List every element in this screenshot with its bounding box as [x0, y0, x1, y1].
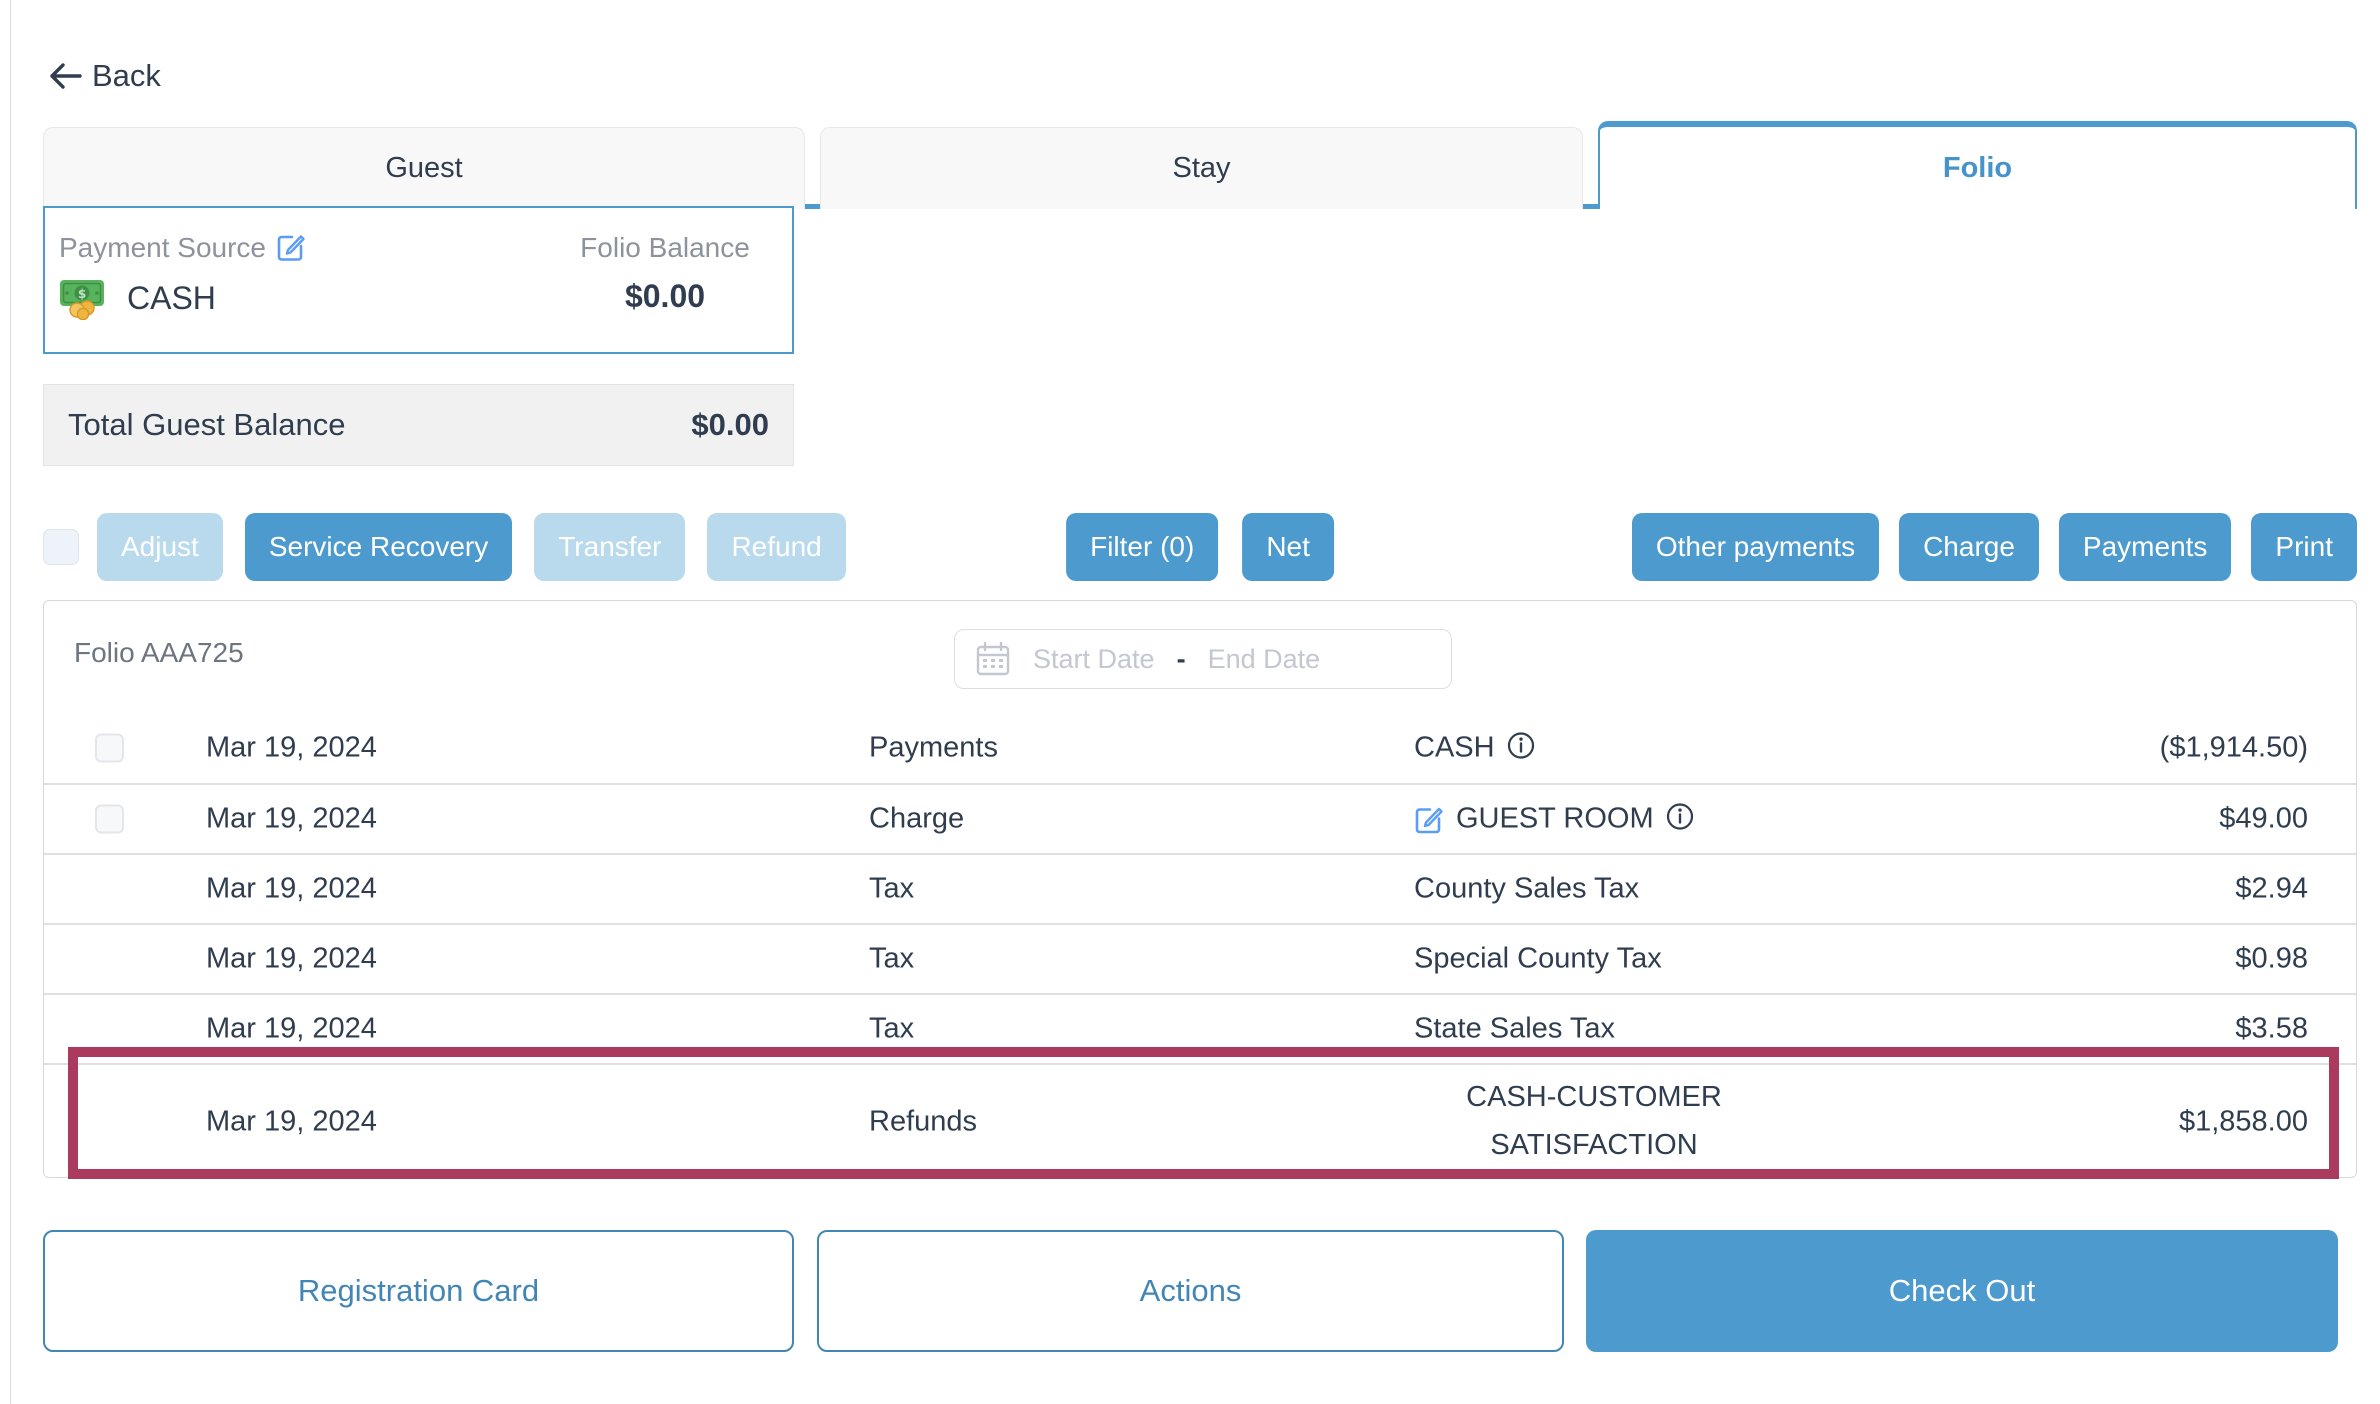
select-all-checkbox[interactable] [43, 529, 79, 565]
row-checkbox[interactable] [95, 804, 124, 834]
transaction-date: Mar 19, 2024 [206, 942, 377, 975]
edit-icon[interactable] [1414, 804, 1444, 834]
transaction-type: Tax [869, 942, 915, 975]
total-guest-balance-label: Total Guest Balance [68, 407, 346, 442]
total-guest-balance-value: $0.00 [691, 407, 769, 442]
payment-source-value: CASH [127, 279, 216, 316]
service-recovery-button[interactable]: Service Recovery [244, 513, 513, 581]
cash-icon: $ [60, 280, 104, 320]
other-payments-button[interactable]: Other payments [1631, 513, 1880, 581]
net-button[interactable]: Net [1242, 513, 1334, 581]
payment-source-card: Payment Source $ CASH Folio Balance $0.0… [43, 206, 794, 354]
transaction-amount: ($1,914.50) [2159, 731, 2308, 764]
transaction-description-text: CASH [1414, 731, 1495, 764]
transaction-date: Mar 19, 2024 [206, 731, 377, 764]
date-range-picker[interactable]: Start Date - End Date [954, 629, 1452, 689]
back-label: Back [92, 58, 161, 93]
folio-balance: Folio Balance $0.00 [535, 232, 795, 315]
transaction-description-text: GUEST ROOM [1456, 802, 1654, 835]
transaction-date: Mar 19, 2024 [206, 802, 377, 835]
transaction-description-text: County Sales Tax [1414, 872, 1640, 905]
charge-button[interactable]: Charge [1899, 513, 2039, 581]
payment-source-label: Payment Source [59, 232, 266, 263]
transaction-amount: $3.58 [2235, 1012, 2308, 1045]
transaction-amount: $1,858.00 [2178, 1105, 2308, 1138]
date-range-separator: - [1176, 643, 1186, 674]
back-button[interactable]: Back [48, 58, 161, 94]
table-row: Mar 19, 2024 Tax County Sales Tax $2.94 [44, 853, 2356, 923]
check-out-label: Check Out [1888, 1273, 2036, 1308]
adjust-button[interactable]: Adjust [97, 513, 223, 581]
transaction-date: Mar 19, 2024 [206, 1012, 377, 1045]
info-icon[interactable] [1666, 802, 1694, 830]
table-row: Mar 19, 2024 Refunds CASH-CUSTOMER SATIS… [44, 1063, 2356, 1179]
transaction-type: Payments [869, 731, 998, 764]
end-date-input[interactable]: End Date [1207, 643, 1321, 674]
page-left-border [10, 0, 11, 1404]
transaction-type: Tax [869, 1012, 915, 1045]
tab-guest-label: Guest [385, 152, 463, 184]
actions-button[interactable]: Actions [817, 1230, 1564, 1352]
filter-0--button[interactable]: Filter (0) [1066, 513, 1219, 581]
table-row: Mar 19, 2024 Payments CASH ($1,914.50) [44, 713, 2356, 783]
transaction-description: Special County Tax [1414, 943, 1894, 976]
transaction-description-text: Special County Tax [1414, 942, 1662, 975]
tab-folio-label: Folio [1942, 151, 2013, 184]
transaction-description: CASH [1414, 732, 1894, 765]
transaction-description: GUEST ROOM [1414, 803, 1894, 836]
transaction-type: Tax [869, 872, 915, 905]
toolbar-right-group: Other payments Charge Payments Print [1631, 513, 2357, 581]
transaction-description: State Sales Tax [1414, 1013, 1894, 1046]
transaction-type: Charge [869, 802, 965, 835]
svg-text:$: $ [78, 287, 86, 301]
payment-source-value-row: $ CASH [59, 276, 216, 320]
start-date-input[interactable]: Start Date [1033, 643, 1155, 674]
edit-icon[interactable] [276, 232, 306, 262]
transaction-date: Mar 19, 2024 [206, 1105, 377, 1138]
folio-panel: Folio AAA725 Start Date - End Date Mar 1… [43, 600, 2357, 1179]
toolbar: Adjust Service Recovery Transfer Refund Fil… [43, 513, 2357, 581]
folio-balance-value: $0.00 [624, 278, 706, 314]
tab-guest[interactable]: Guest [43, 127, 805, 209]
arrow-left-icon [50, 63, 82, 89]
transaction-amount: $49.00 [2219, 802, 2308, 835]
transaction-description-text: State Sales Tax [1414, 1012, 1615, 1045]
transaction-type: Refunds [869, 1105, 978, 1138]
transaction-description-text: CASH-CUSTOMER SATISFACTION [1466, 1081, 1722, 1161]
payments-button[interactable]: Payments [2058, 513, 2232, 581]
total-guest-balance: Total Guest Balance $0.00 [43, 384, 794, 466]
toolbar-middle-group: Filter (0) Net [1066, 513, 1334, 581]
row-checkbox[interactable] [95, 733, 124, 763]
table-row: Mar 19, 2024 Tax State Sales Tax $3.58 [44, 993, 2356, 1063]
tab-stay-label: Stay [1172, 152, 1231, 184]
registration-card-label: Registration Card [297, 1273, 540, 1308]
check-out-button[interactable]: Check Out [1586, 1230, 2338, 1352]
table-row: Mar 19, 2024 Charge GUEST ROOM $49.00 [44, 783, 2356, 853]
folio-balance-label: Folio Balance [580, 232, 750, 263]
toolbar-left-group: Adjust Service Recovery Transfer Refund [43, 513, 846, 581]
info-icon[interactable] [1507, 731, 1535, 759]
transaction-description: CASH-CUSTOMER SATISFACTION [1424, 1074, 1764, 1170]
transaction-amount: $2.94 [2235, 872, 2308, 905]
actions-label: Actions [1139, 1273, 1242, 1308]
folio-title: Folio AAA725 [74, 637, 244, 668]
transaction-description: County Sales Tax [1414, 873, 1894, 906]
payment-source-label-row: Payment Source [59, 232, 306, 264]
calendar-icon [976, 641, 1010, 676]
refund-button[interactable]: Refund [707, 513, 846, 581]
transaction-amount: $0.98 [2235, 942, 2308, 975]
print-button[interactable]: Print [2251, 513, 2357, 581]
table-row: Mar 19, 2024 Tax Special County Tax $0.9… [44, 923, 2356, 993]
transfer-button[interactable]: Transfer [534, 513, 686, 581]
registration-card-button[interactable]: Registration Card [43, 1230, 794, 1352]
tab-stay[interactable]: Stay [820, 127, 1583, 209]
tab-folio[interactable]: Folio [1598, 121, 2357, 209]
transaction-date: Mar 19, 2024 [206, 872, 377, 905]
tab-bar: Guest Stay Folio [43, 121, 2357, 209]
transactions-table: Mar 19, 2024 Payments CASH ($1,914.50) M… [44, 713, 2356, 1179]
